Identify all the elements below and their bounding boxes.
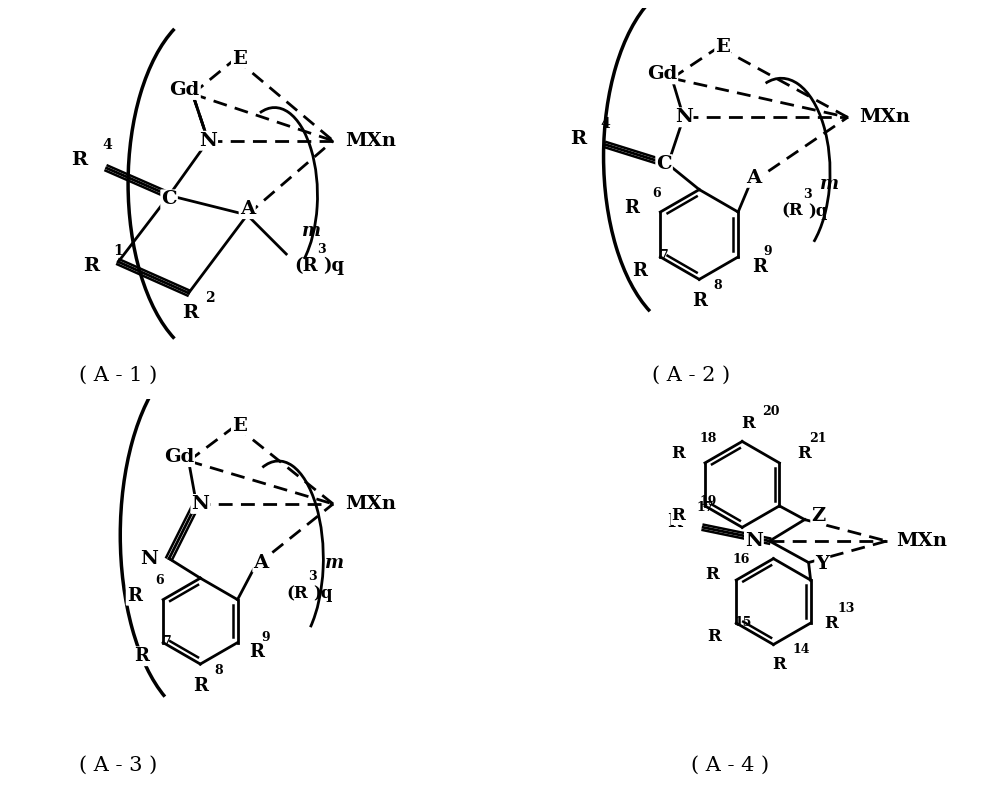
Text: C: C xyxy=(656,155,672,173)
Text: A: A xyxy=(253,554,268,571)
Text: 7: 7 xyxy=(660,249,669,262)
Text: 3: 3 xyxy=(803,188,811,202)
Text: m: m xyxy=(302,222,321,240)
Text: 16: 16 xyxy=(732,553,750,567)
Text: R: R xyxy=(134,647,149,665)
Text: 17: 17 xyxy=(696,501,714,514)
Text: (R: (R xyxy=(781,202,803,219)
Text: R: R xyxy=(570,130,586,147)
Text: Gd: Gd xyxy=(164,448,194,466)
Text: (R: (R xyxy=(294,257,318,275)
Text: R: R xyxy=(752,257,767,276)
Text: R: R xyxy=(672,507,685,524)
Text: )q: )q xyxy=(323,257,344,275)
Text: 8: 8 xyxy=(214,664,223,677)
Text: R: R xyxy=(824,614,838,631)
Text: Gd: Gd xyxy=(170,81,200,99)
Text: R: R xyxy=(632,261,647,280)
Text: 8: 8 xyxy=(713,279,722,292)
Text: A: A xyxy=(240,200,255,218)
Text: C: C xyxy=(161,190,177,208)
Text: 4: 4 xyxy=(102,139,112,152)
Text: (R: (R xyxy=(286,585,308,603)
Text: 7: 7 xyxy=(163,634,172,648)
Text: 3: 3 xyxy=(317,243,325,256)
Text: ( A - 2 ): ( A - 2 ) xyxy=(652,366,730,385)
Text: MXn: MXn xyxy=(859,108,910,126)
Text: R: R xyxy=(83,257,99,275)
Text: ( A - 4 ): ( A - 4 ) xyxy=(691,756,770,775)
Text: N: N xyxy=(199,132,217,150)
Text: R: R xyxy=(249,643,264,662)
Text: 4: 4 xyxy=(601,117,611,131)
Text: 1: 1 xyxy=(114,244,123,258)
Text: R: R xyxy=(707,628,721,646)
Text: R: R xyxy=(741,415,755,433)
Text: )q: )q xyxy=(314,585,333,603)
Text: 13: 13 xyxy=(838,603,855,615)
Text: m: m xyxy=(325,554,344,571)
Text: ( A - 3 ): ( A - 3 ) xyxy=(79,756,158,775)
Text: R: R xyxy=(193,677,208,694)
Text: 9: 9 xyxy=(261,630,270,644)
Text: 15: 15 xyxy=(734,616,752,629)
Text: MXn: MXn xyxy=(896,532,947,550)
Text: 20: 20 xyxy=(762,405,779,418)
Text: R: R xyxy=(127,587,142,605)
Text: )q: )q xyxy=(809,202,828,219)
Text: R: R xyxy=(624,199,639,217)
Text: E: E xyxy=(232,49,247,68)
Text: R: R xyxy=(797,445,811,461)
Text: 3: 3 xyxy=(308,570,316,583)
Text: R: R xyxy=(672,445,685,461)
Text: MXn: MXn xyxy=(345,495,396,513)
Text: 21: 21 xyxy=(809,432,826,446)
Text: Z: Z xyxy=(811,507,825,524)
Text: 14: 14 xyxy=(793,643,810,656)
Text: N: N xyxy=(191,495,209,513)
Text: R: R xyxy=(183,304,199,321)
Text: 19: 19 xyxy=(699,495,717,508)
Text: N: N xyxy=(745,532,763,550)
Text: m: m xyxy=(820,175,839,193)
Text: Gd: Gd xyxy=(647,65,677,84)
Text: R: R xyxy=(71,151,87,169)
Text: MXn: MXn xyxy=(345,132,396,150)
Text: N: N xyxy=(141,550,158,567)
Text: 2: 2 xyxy=(205,291,215,304)
Text: 18: 18 xyxy=(699,432,717,446)
Text: R: R xyxy=(667,512,682,531)
Text: R: R xyxy=(692,292,707,310)
Text: E: E xyxy=(232,417,247,435)
Text: R: R xyxy=(772,656,786,673)
Text: Y: Y xyxy=(815,556,829,574)
Text: ( A - 1 ): ( A - 1 ) xyxy=(79,366,158,385)
Text: 6: 6 xyxy=(653,186,661,199)
Text: 9: 9 xyxy=(764,245,772,258)
Text: A: A xyxy=(746,169,761,186)
Text: R: R xyxy=(705,566,719,583)
Text: E: E xyxy=(715,38,730,56)
Text: N: N xyxy=(675,108,693,126)
Text: 6: 6 xyxy=(155,574,164,587)
